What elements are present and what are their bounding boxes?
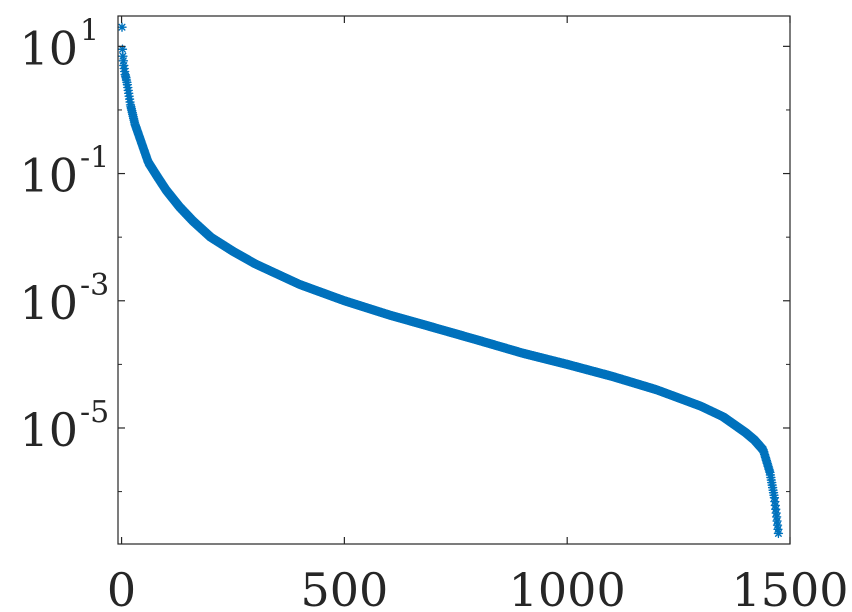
y-tick-label-base: 10 (19, 276, 78, 330)
y-tick-label-exponent: -3 (80, 268, 109, 303)
data-point (118, 51, 128, 61)
y-tick-label: 10 (19, 21, 78, 75)
data-point (117, 44, 128, 54)
data-markers (117, 22, 784, 539)
x-tick-label: 0 (107, 563, 136, 612)
y-tick-label-base: 10 (19, 21, 78, 75)
x-tick-label: 1500 (731, 563, 848, 612)
axes-box (117, 15, 791, 545)
x-tick-label: 1000 (509, 563, 626, 612)
y-tick-label-exponent: -5 (80, 395, 109, 430)
data-point (118, 56, 129, 66)
y-tick-label-base: 10 (19, 149, 78, 203)
y-tick-label-exponent: 1 (80, 13, 99, 48)
x-tick-label: 500 (300, 563, 388, 612)
y-tick-label: 10 (19, 403, 78, 457)
plot-area (118, 16, 790, 544)
y-tick-label-base: 10 (19, 403, 78, 457)
x-axis: 0 500 1000 1500 (107, 16, 849, 612)
y-tick-label-exponent: -1 (80, 141, 109, 176)
data-point (773, 528, 784, 539)
y-tick-label: 10 (19, 149, 78, 203)
data-point (117, 22, 127, 32)
y-tick-label: 10 (19, 276, 78, 330)
